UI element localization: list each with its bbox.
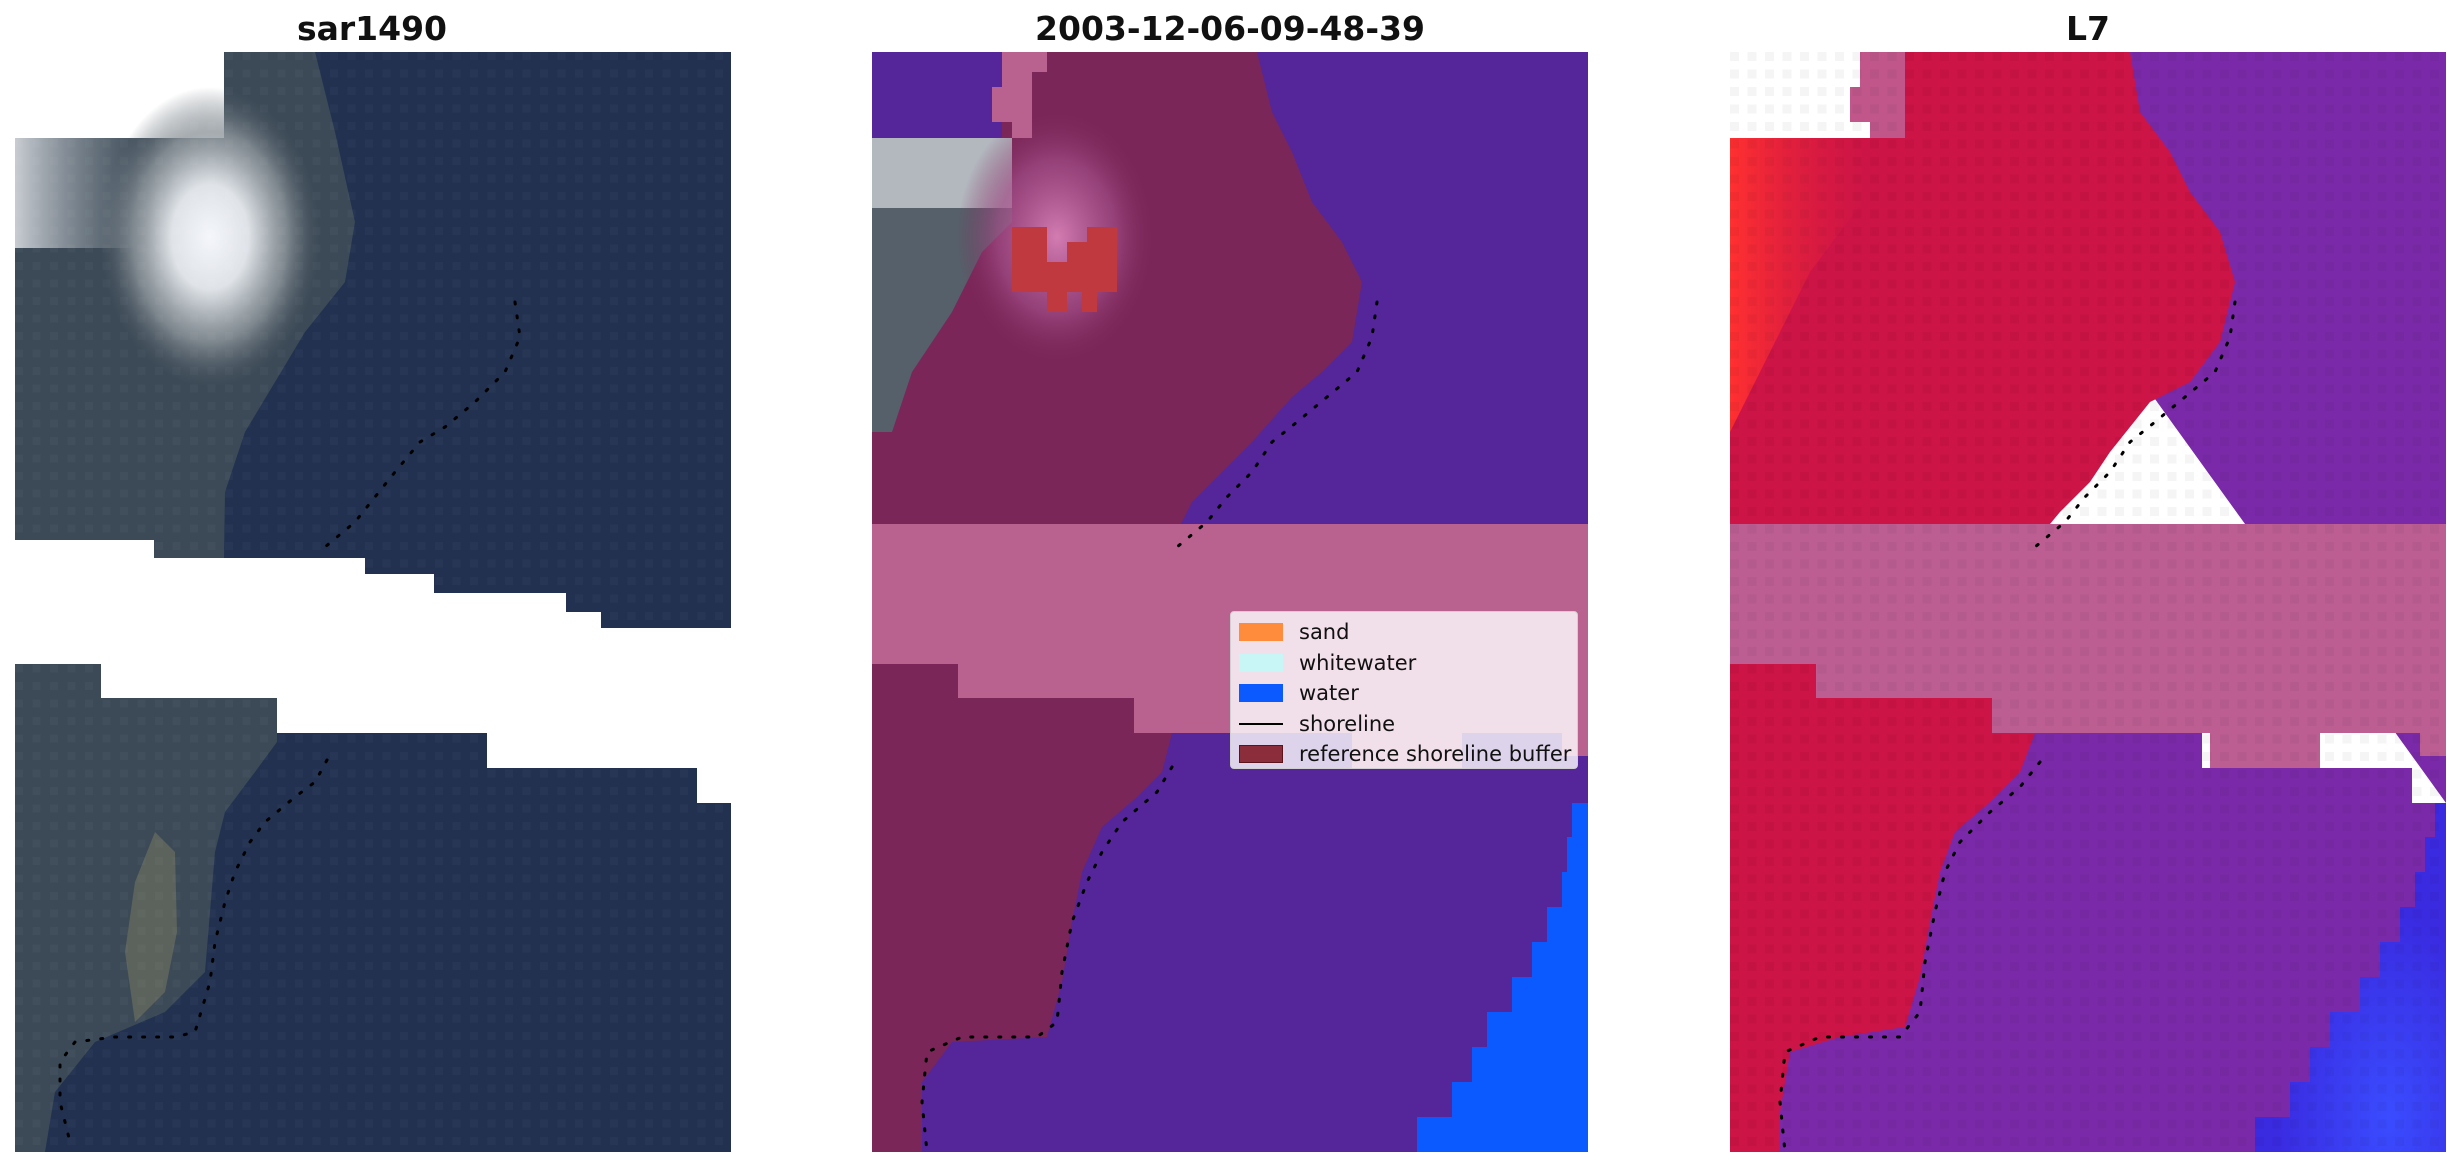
rgb-image <box>15 52 731 1152</box>
class-cloud-glow <box>957 107 1157 367</box>
legend-label-sand: sand <box>1299 620 1350 645</box>
legend-item-buffer: reference shoreline buffer <box>1239 739 1572 770</box>
class-buffer-top <box>992 52 1047 138</box>
false-color-panel <box>1730 52 2446 1152</box>
legend-label-whitewater: whitewater <box>1299 650 1417 675</box>
panel-title-rgb: sar1490 <box>296 9 448 48</box>
legend-item-sand: sand <box>1239 617 1569 648</box>
class-sand-patch <box>1012 227 1117 312</box>
classified-image-panel <box>872 52 1588 1152</box>
class-shoreline-top <box>1175 300 1379 549</box>
legend: sand whitewater water shoreline referenc… <box>1230 611 1578 769</box>
legend-swatch-buffer <box>1239 745 1283 764</box>
legend-item-shoreline: shoreline <box>1239 709 1569 740</box>
panel-title-false-color: L7 <box>2066 9 2110 48</box>
legend-swatch-shoreline <box>1239 722 1283 725</box>
rgb-shoreline-top <box>323 300 522 549</box>
panel-title-classified: 2003-12-06-09-48-39 <box>1035 9 1425 48</box>
legend-label-buffer: reference shoreline buffer <box>1299 742 1572 767</box>
legend-label-shoreline: shoreline <box>1299 711 1396 736</box>
legend-item-water: water <box>1239 678 1569 709</box>
false-color-image <box>1730 52 2446 1152</box>
legend-swatch-whitewater <box>1239 653 1283 672</box>
legend-swatch-sand <box>1239 623 1283 642</box>
class-land-bottom <box>872 664 1172 1152</box>
class-shoreline-bottom <box>920 765 1174 1152</box>
legend-swatch-water <box>1239 684 1283 703</box>
legend-item-whitewater: whitewater <box>1239 648 1569 679</box>
class-deep-water <box>1417 803 1588 1152</box>
fc-shoreline-top <box>2033 300 2237 549</box>
legend-label-water: water <box>1299 681 1359 706</box>
classified-image <box>872 52 1588 1152</box>
rgb-shoreline-bottom <box>58 758 329 1144</box>
rgb-image-panel <box>15 52 731 1152</box>
fc-shoreline-bottom <box>1778 760 2042 1152</box>
